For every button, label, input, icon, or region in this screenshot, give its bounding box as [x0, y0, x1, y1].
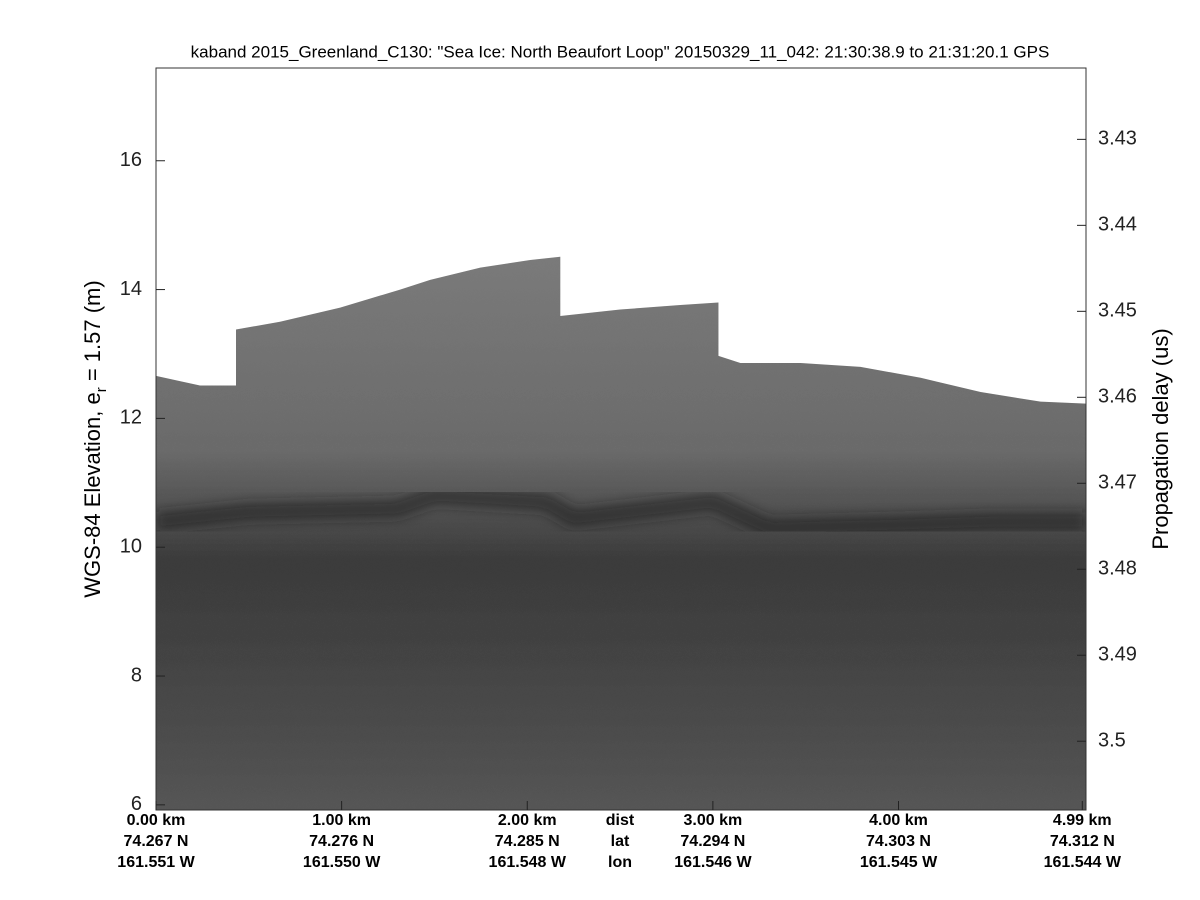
lon-label: 161.545 W	[860, 854, 938, 871]
y-label-suffix: = 1.57 (m)	[80, 280, 105, 387]
lat-label: 74.303 N	[866, 833, 931, 850]
lat-label: 74.267 N	[124, 833, 189, 850]
lat-label: 74.294 N	[680, 833, 745, 850]
y2-tick-label: 3.45	[1098, 300, 1137, 322]
row-label: lon	[608, 854, 632, 871]
y2-tick-label: 3.49	[1098, 644, 1137, 666]
x-tick-label: 0.00 km	[127, 812, 186, 829]
y2-tick-label: 3.48	[1098, 558, 1137, 580]
y-tick-label: 14	[120, 278, 142, 300]
row-label: dist	[606, 812, 635, 829]
y2-tick-label: 3.46	[1098, 386, 1137, 408]
y-tick-label: 16	[120, 149, 142, 171]
lon-label: 161.550 W	[303, 854, 381, 871]
y-axis-label: WGS-84 Elevation, er = 1.57 (m)	[80, 280, 111, 597]
x-tick-label: 2.00 km	[498, 812, 557, 829]
x-tick-label: 3.00 km	[684, 812, 743, 829]
y2-tick-label: 3.44	[1098, 214, 1137, 236]
chart-title: kaband 2015_Greenland_C130: "Sea Ice: No…	[191, 42, 1050, 61]
lon-label: 161.544 W	[1044, 854, 1122, 871]
lon-label: 161.548 W	[489, 854, 567, 871]
y-tick-label: 6	[131, 793, 142, 815]
radar-echo-area	[156, 256, 1086, 810]
lat-label: 74.276 N	[309, 833, 374, 850]
y-tick-label: 8	[131, 664, 142, 686]
y-label-text: WGS-84 Elevation, e	[80, 392, 105, 597]
x-tick-label: 4.99 km	[1053, 812, 1112, 829]
ice-layer	[156, 486, 1086, 537]
lat-label: 74.285 N	[495, 833, 560, 850]
lon-label: 161.551 W	[117, 854, 195, 871]
row-label: lat	[611, 833, 630, 850]
y2-tick-label: 3.47	[1098, 472, 1137, 494]
plot-area	[156, 256, 1086, 810]
lon-label: 161.546 W	[674, 854, 752, 871]
y-label-subscript: r	[93, 387, 110, 392]
y2-tick-label: 3.5	[1098, 729, 1126, 751]
y-tick-label: 10	[120, 535, 142, 557]
x-tick-label: 4.00 km	[869, 812, 928, 829]
x-tick-label: 1.00 km	[312, 812, 371, 829]
y-tick-label: 12	[120, 407, 142, 429]
y2-axis-label: Propagation delay (us)	[1148, 328, 1173, 549]
y2-tick-label: 3.43	[1098, 128, 1137, 150]
axes-frame	[155, 67, 1087, 811]
lat-label: 74.312 N	[1050, 833, 1115, 850]
